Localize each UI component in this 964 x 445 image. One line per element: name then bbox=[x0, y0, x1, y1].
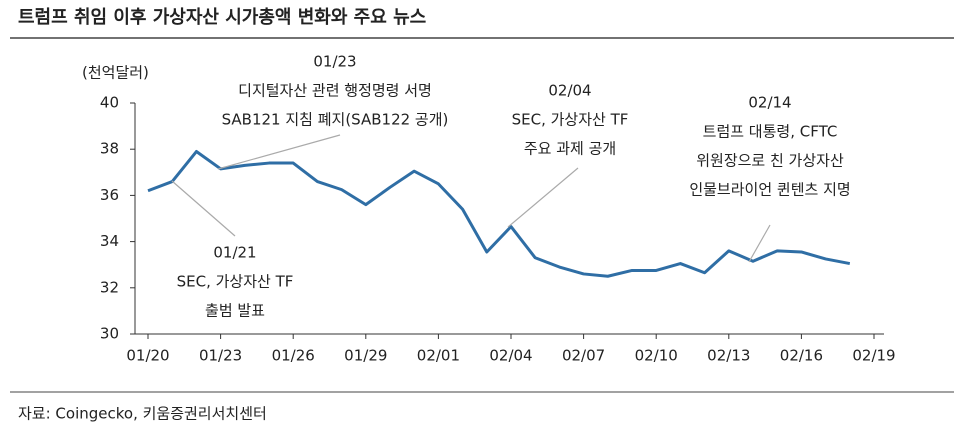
y-unit: (천억달러) bbox=[82, 64, 149, 82]
x-tick-label: 02/04 bbox=[489, 347, 532, 365]
x-tick-label: 02/19 bbox=[852, 347, 895, 365]
x-tick-label: 01/26 bbox=[272, 347, 315, 365]
x-tick-label: 01/29 bbox=[344, 347, 387, 365]
annotation-text: 01/21 bbox=[213, 244, 256, 262]
annotation-text: 02/14 bbox=[748, 94, 791, 112]
x-tick-label: 02/07 bbox=[562, 347, 605, 365]
annotation-text: 주요 과제 공개 bbox=[524, 140, 616, 158]
data-line bbox=[147, 150, 851, 278]
x-tick-label: 02/16 bbox=[780, 347, 823, 365]
leader-line bbox=[748, 224, 771, 263]
annotation-text: 출범 발표 bbox=[205, 302, 265, 320]
annotation-text: SEC, 가상자산 TF bbox=[512, 111, 629, 129]
x-tick-label: 02/01 bbox=[417, 347, 460, 365]
y-tick-label: 32 bbox=[100, 278, 119, 296]
y-tick-label: 30 bbox=[100, 325, 119, 343]
annotation-text: 위원장으로 친 가상자산 bbox=[696, 152, 844, 170]
y-tick-label: 34 bbox=[100, 232, 119, 250]
x-tick-label: 01/20 bbox=[126, 347, 169, 365]
y-tick-label: 40 bbox=[100, 94, 119, 112]
annotation-text: SEC, 가상자산 TF bbox=[177, 273, 294, 291]
annotation-text: 02/04 bbox=[548, 82, 591, 100]
x-tick-label: 01/23 bbox=[199, 347, 242, 365]
source: 자료: Coingecko, 키움증권리서치센터 bbox=[18, 405, 267, 423]
chart-title: 트럼프 취임 이후 가상자산 시가총액 변화와 주요 뉴스 bbox=[18, 7, 426, 28]
leader-line bbox=[171, 180, 236, 237]
annotation-text: 01/23 bbox=[313, 53, 356, 71]
annotation-text: 디지털자산 관련 행정명령 서명 bbox=[238, 82, 432, 100]
y-tick-label: 36 bbox=[100, 186, 119, 204]
leader-line bbox=[507, 167, 579, 228]
annotation-text: 인물브라이언 퀸텐츠 지명 bbox=[689, 181, 850, 199]
annotation-text: 트럼프 대통령, CFTC bbox=[703, 123, 838, 141]
y-tick-label: 38 bbox=[100, 140, 119, 158]
x-tick-label: 02/10 bbox=[635, 347, 678, 365]
x-tick-label: 02/13 bbox=[707, 347, 750, 365]
annotation-text: SAB121 지침 폐지(SAB122 공개) bbox=[222, 111, 449, 129]
leader-line bbox=[217, 134, 341, 170]
